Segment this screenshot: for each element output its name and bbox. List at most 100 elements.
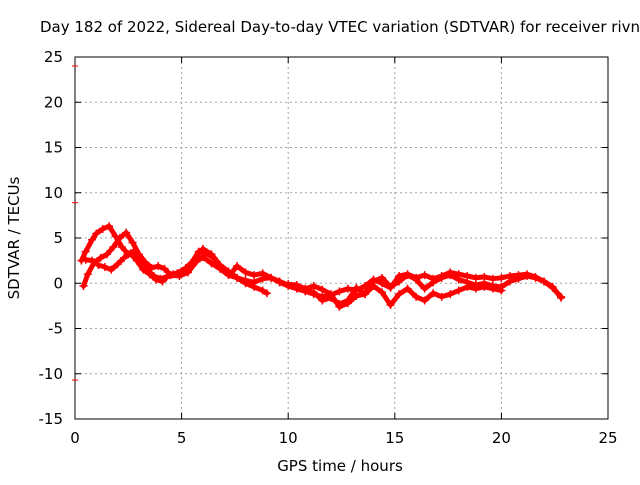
data-point xyxy=(241,268,250,277)
data-point xyxy=(109,243,118,252)
y-tick-label: 0 xyxy=(53,274,63,292)
data-point xyxy=(100,262,109,271)
data-point xyxy=(378,273,387,282)
data-point xyxy=(250,271,259,280)
data-point xyxy=(207,259,216,268)
tick-layer xyxy=(74,56,609,420)
data-point xyxy=(540,277,549,286)
data-point xyxy=(113,260,122,269)
grid-layer xyxy=(75,57,608,419)
data-point xyxy=(92,229,101,238)
data-point xyxy=(343,299,352,308)
y-tick-label: 10 xyxy=(44,184,63,202)
data-point xyxy=(160,264,169,273)
data-point xyxy=(96,253,105,262)
data-point xyxy=(352,283,361,292)
y-axis-title: SDTVAR / TECUs xyxy=(5,176,23,299)
data-point xyxy=(275,277,284,286)
data-point xyxy=(181,263,190,272)
data-point xyxy=(420,284,429,293)
data-point xyxy=(557,293,566,302)
data-point xyxy=(488,284,497,293)
y-tick-label: -5 xyxy=(48,320,63,338)
y-tick-label: 20 xyxy=(44,93,63,111)
y-tick-label: 25 xyxy=(44,48,63,66)
data-point xyxy=(386,300,395,309)
data-point xyxy=(352,291,361,300)
data-point xyxy=(94,261,103,270)
data-point xyxy=(403,284,412,293)
data-point xyxy=(154,262,163,271)
data-point xyxy=(83,270,92,279)
data-point xyxy=(262,289,271,298)
series-line-track-3 xyxy=(83,246,270,296)
data-point xyxy=(446,290,455,299)
data-point xyxy=(335,302,344,311)
y-tick-label: -15 xyxy=(39,410,64,428)
data-point xyxy=(505,277,514,286)
data-point xyxy=(215,261,224,270)
data-point xyxy=(102,250,111,259)
data-point xyxy=(412,275,421,284)
data-point xyxy=(488,274,497,283)
data-point xyxy=(429,289,438,298)
data-point xyxy=(386,282,395,291)
data-point xyxy=(115,234,124,242)
data-point xyxy=(454,286,463,295)
data-point xyxy=(437,273,446,282)
data-point xyxy=(471,273,480,282)
data-point xyxy=(141,258,150,267)
data-point xyxy=(463,282,472,291)
x-tick-label: 5 xyxy=(177,429,187,447)
data-point xyxy=(446,271,455,280)
x-tick-label: 0 xyxy=(70,429,80,447)
data-point xyxy=(158,277,167,286)
data-point xyxy=(497,273,506,282)
data-point xyxy=(309,281,318,290)
y-tick-label: 5 xyxy=(53,229,63,247)
data-point xyxy=(429,278,438,287)
x-tick-labels: 0 5 10 15 20 25 xyxy=(70,429,617,447)
data-point xyxy=(326,290,335,299)
data-point xyxy=(258,274,267,283)
chart-title: Day 182 of 2022, Sidereal Day-to-day VTE… xyxy=(40,18,640,36)
data-point xyxy=(152,275,161,284)
data-point xyxy=(403,271,412,280)
y-tick-label: -10 xyxy=(39,365,64,383)
data-point xyxy=(267,273,276,282)
marker-layer xyxy=(72,65,78,381)
data-point xyxy=(522,272,531,281)
data-point xyxy=(120,253,129,262)
data-point xyxy=(284,280,293,289)
data-point xyxy=(395,290,404,299)
data-point xyxy=(471,284,480,293)
data-point xyxy=(117,243,126,252)
data-point xyxy=(378,288,387,297)
data-point xyxy=(122,228,131,237)
data-layer xyxy=(77,222,566,311)
y-tick-label: 15 xyxy=(44,139,63,157)
data-point xyxy=(233,273,242,282)
x-tick-label: 25 xyxy=(598,429,617,447)
data-point xyxy=(198,253,207,262)
data-point xyxy=(145,270,154,279)
data-point xyxy=(173,269,182,278)
data-point xyxy=(164,271,173,280)
data-point xyxy=(207,250,216,259)
y-tick-labels: -15 -10 -5 0 5 10 15 20 25 xyxy=(39,48,64,428)
data-point xyxy=(548,282,557,291)
data-point xyxy=(224,267,233,276)
x-tick-label: 20 xyxy=(492,429,511,447)
data-point xyxy=(132,256,141,265)
data-point xyxy=(412,292,421,301)
data-point xyxy=(395,277,404,286)
data-point xyxy=(198,244,207,253)
data-point xyxy=(420,296,429,305)
x-tick-label: 15 xyxy=(385,429,404,447)
data-point xyxy=(343,284,352,293)
data-point xyxy=(81,247,90,256)
data-point xyxy=(301,284,310,293)
data-point xyxy=(128,238,137,247)
data-point xyxy=(514,274,523,283)
